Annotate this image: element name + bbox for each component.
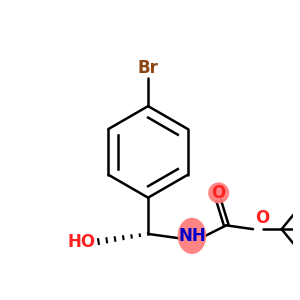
Text: O: O: [212, 184, 226, 202]
Text: HO: HO: [68, 232, 96, 250]
Text: NH: NH: [178, 227, 206, 245]
Text: Br: Br: [138, 58, 158, 76]
Ellipse shape: [208, 182, 229, 203]
Ellipse shape: [178, 218, 206, 254]
Text: O: O: [255, 209, 269, 227]
